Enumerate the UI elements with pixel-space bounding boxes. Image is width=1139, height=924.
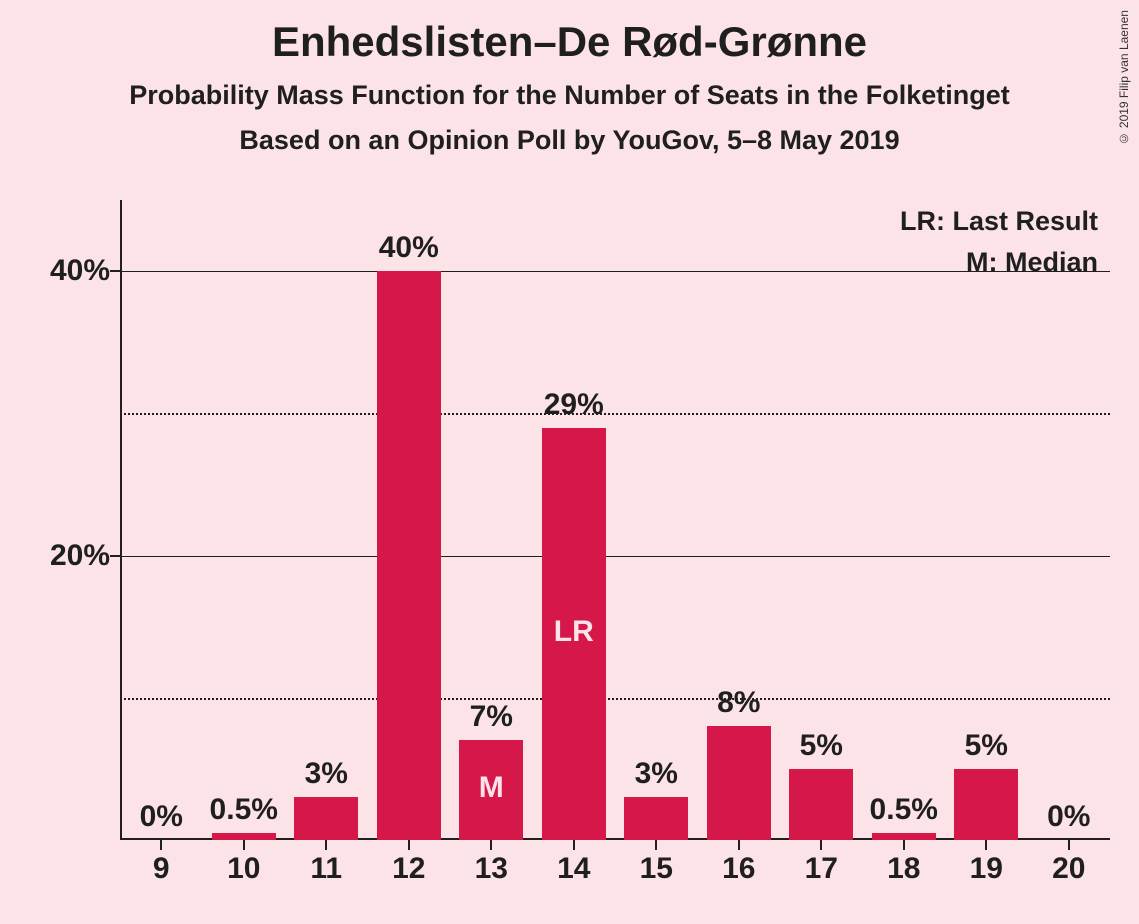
- xtick-label: 15: [640, 852, 673, 886]
- bar: [212, 833, 276, 840]
- bar-value-label: 40%: [379, 231, 439, 265]
- ytick-mark: [110, 555, 120, 557]
- xtick-mark: [1068, 840, 1070, 850]
- xtick-label: 13: [475, 852, 508, 886]
- xtick-label: 17: [805, 852, 838, 886]
- copyright-text: © 2019 Filip van Laenen: [1117, 10, 1131, 145]
- xtick-mark: [985, 840, 987, 850]
- bar: [624, 797, 688, 840]
- bar: [789, 769, 853, 840]
- xtick-label: 20: [1052, 852, 1085, 886]
- xtick-label: 9: [153, 852, 170, 886]
- xtick-mark: [820, 840, 822, 850]
- gridline-major: [120, 556, 1110, 557]
- bar-value-label: 7%: [470, 700, 513, 734]
- xtick-label: 11: [310, 852, 342, 886]
- bar: [872, 833, 936, 840]
- bar-value-label: 3%: [305, 757, 348, 791]
- chart-subtitle: Probability Mass Function for the Number…: [0, 80, 1139, 111]
- plot-area: LR: Last Result M: Median 20%40%0%90.5%1…: [120, 200, 1110, 840]
- xtick-mark: [160, 840, 162, 850]
- legend-lr: LR: Last Result: [900, 206, 1098, 237]
- bar-inner-label: M: [479, 771, 504, 805]
- xtick-mark: [243, 840, 245, 850]
- xtick-label: 10: [227, 852, 260, 886]
- bar-value-label: 0.5%: [210, 793, 278, 827]
- xtick-mark: [408, 840, 410, 850]
- y-axis: [120, 200, 122, 840]
- xtick-label: 19: [970, 852, 1003, 886]
- ytick-mark: [110, 270, 120, 272]
- xtick-mark: [573, 840, 575, 850]
- chart-container: © 2019 Filip van Laenen Enhedslisten–De …: [0, 0, 1139, 924]
- bar: [294, 797, 358, 840]
- xtick-label: 18: [887, 852, 920, 886]
- bar-value-label: 0.5%: [870, 793, 938, 827]
- chart-title: Enhedslisten–De Rød-Grønne: [0, 18, 1139, 66]
- bar-value-label: 8%: [717, 686, 760, 720]
- bar: [954, 769, 1018, 840]
- xtick-mark: [325, 840, 327, 850]
- gridline-minor: [120, 698, 1110, 700]
- bar-value-label: 5%: [800, 729, 843, 763]
- bar-value-label: 5%: [965, 729, 1008, 763]
- bar-value-label: 0%: [1047, 800, 1090, 834]
- xtick-label: 12: [392, 852, 425, 886]
- xtick-label: 16: [722, 852, 755, 886]
- legend-m: M: Median: [900, 247, 1098, 278]
- ytick-label: 20%: [0, 539, 110, 573]
- chart-subtitle-2: Based on an Opinion Poll by YouGov, 5–8 …: [0, 125, 1139, 156]
- xtick-mark: [738, 840, 740, 850]
- ytick-label: 40%: [0, 254, 110, 288]
- title-block: Enhedslisten–De Rød-Grønne Probability M…: [0, 0, 1139, 156]
- bar: [707, 726, 771, 840]
- gridline-major: [120, 271, 1110, 272]
- xtick-mark: [490, 840, 492, 850]
- xtick-label: 14: [557, 852, 590, 886]
- bar-value-label: 0%: [140, 800, 183, 834]
- bar-inner-label: LR: [554, 615, 594, 649]
- bar-value-label: 3%: [635, 757, 678, 791]
- xtick-mark: [655, 840, 657, 850]
- legend: LR: Last Result M: Median: [900, 206, 1098, 288]
- bar-value-label: 29%: [544, 388, 604, 422]
- gridline-minor: [120, 413, 1110, 415]
- xtick-mark: [903, 840, 905, 850]
- bar: [377, 271, 441, 840]
